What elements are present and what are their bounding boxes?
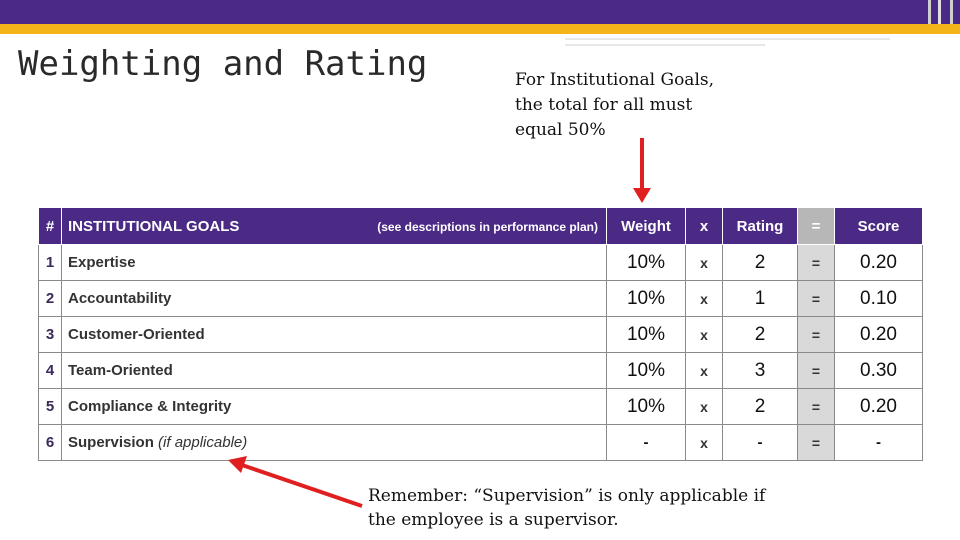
equals-cell: = xyxy=(797,316,835,353)
goal-name-label: Expertise xyxy=(68,254,136,271)
header-hash: # xyxy=(38,207,62,245)
goal-name: Supervision (if applicable) xyxy=(61,424,607,461)
table-row: 2 Accountability 10% x 1 = 0.10 xyxy=(38,280,923,317)
equals-cell: = xyxy=(797,424,835,461)
row-number: 2 xyxy=(38,280,62,317)
weight-cell: 10% xyxy=(606,316,686,353)
equals-cell: = xyxy=(797,352,835,389)
weight-cell: 10% xyxy=(606,280,686,317)
multiply-cell: x xyxy=(685,316,723,353)
table-row: 3 Customer-Oriented 10% x 2 = 0.20 xyxy=(38,316,923,353)
equals-cell: = xyxy=(797,280,835,317)
header-score: Score xyxy=(834,207,923,245)
table-header-row: # INSTITUTIONAL GOALS (see descriptions … xyxy=(38,207,923,245)
goal-name: Compliance & Integrity xyxy=(61,388,607,425)
row-number: 4 xyxy=(38,352,62,389)
row-number: 6 xyxy=(38,424,62,461)
row-number: 3 xyxy=(38,316,62,353)
weight-cell: 10% xyxy=(606,388,686,425)
multiply-cell: x xyxy=(685,280,723,317)
rating-cell: 2 xyxy=(722,244,798,281)
table-row: 6 Supervision (if applicable) - x - = - xyxy=(38,424,923,461)
header-goal: INSTITUTIONAL GOALS (see descriptions in… xyxy=(61,207,607,245)
rating-cell: 3 xyxy=(722,352,798,389)
arrow-down-to-weight xyxy=(633,138,651,203)
weight-cell: 10% xyxy=(606,352,686,389)
score-cell: 0.20 xyxy=(834,244,923,281)
score-cell: 0.10 xyxy=(834,280,923,317)
equals-cell: = xyxy=(797,388,835,425)
goal-name: Expertise xyxy=(61,244,607,281)
multiply-cell: x xyxy=(685,244,723,281)
goal-name: Accountability xyxy=(61,280,607,317)
table-row: 5 Compliance & Integrity 10% x 2 = 0.20 xyxy=(38,388,923,425)
note-supervision: Remember: “Supervision” is only applicab… xyxy=(368,486,766,530)
rating-cell: 2 xyxy=(722,388,798,425)
header-rule-lines xyxy=(565,34,890,48)
row-number: 1 xyxy=(38,244,62,281)
page-title: Weighting and Rating xyxy=(18,44,428,84)
score-cell: 0.20 xyxy=(834,388,923,425)
goal-name-label: Accountability xyxy=(68,290,172,307)
multiply-cell: x xyxy=(685,352,723,389)
score-cell: - xyxy=(834,424,923,461)
goal-name: Team-Oriented xyxy=(61,352,607,389)
weight-cell: - xyxy=(606,424,686,461)
table-row: 1 Expertise 10% x 2 = 0.20 xyxy=(38,244,923,281)
header-x: x xyxy=(685,207,723,245)
multiply-cell: x xyxy=(685,388,723,425)
goal-name-label: Supervision xyxy=(68,434,154,451)
multiply-cell: x xyxy=(685,424,723,461)
rating-cell: 1 xyxy=(722,280,798,317)
header-equals: = xyxy=(797,207,835,245)
score-cell: 0.30 xyxy=(834,352,923,389)
header-band-purple xyxy=(0,0,960,24)
score-cell: 0.20 xyxy=(834,316,923,353)
goal-name-aside: (if applicable) xyxy=(158,434,248,451)
equals-cell: = xyxy=(797,244,835,281)
institutional-goals-table: # INSTITUTIONAL GOALS (see descriptions … xyxy=(38,207,923,461)
corner-decoration xyxy=(924,0,960,24)
goal-name: Customer-Oriented xyxy=(61,316,607,353)
header-band-gold xyxy=(0,24,960,34)
row-number: 5 xyxy=(38,388,62,425)
goal-name-label: Compliance & Integrity xyxy=(68,398,232,415)
weight-cell: 10% xyxy=(606,244,686,281)
header-tab xyxy=(0,34,565,42)
rating-cell: - xyxy=(722,424,798,461)
header-goal-label: INSTITUTIONAL GOALS xyxy=(68,217,240,235)
table-row: 4 Team-Oriented 10% x 3 = 0.30 xyxy=(38,352,923,389)
goal-name-label: Team-Oriented xyxy=(68,362,173,379)
rating-cell: 2 xyxy=(722,316,798,353)
header-goal-subtitle: (see descriptions in performance plan) xyxy=(377,219,598,234)
header-weight: Weight xyxy=(606,207,686,245)
header-rating: Rating xyxy=(722,207,798,245)
arrow-to-supervision xyxy=(228,456,363,508)
goal-name-label: Customer-Oriented xyxy=(68,326,205,343)
note-weight-total: For Institutional Goals, the total for a… xyxy=(515,70,715,140)
